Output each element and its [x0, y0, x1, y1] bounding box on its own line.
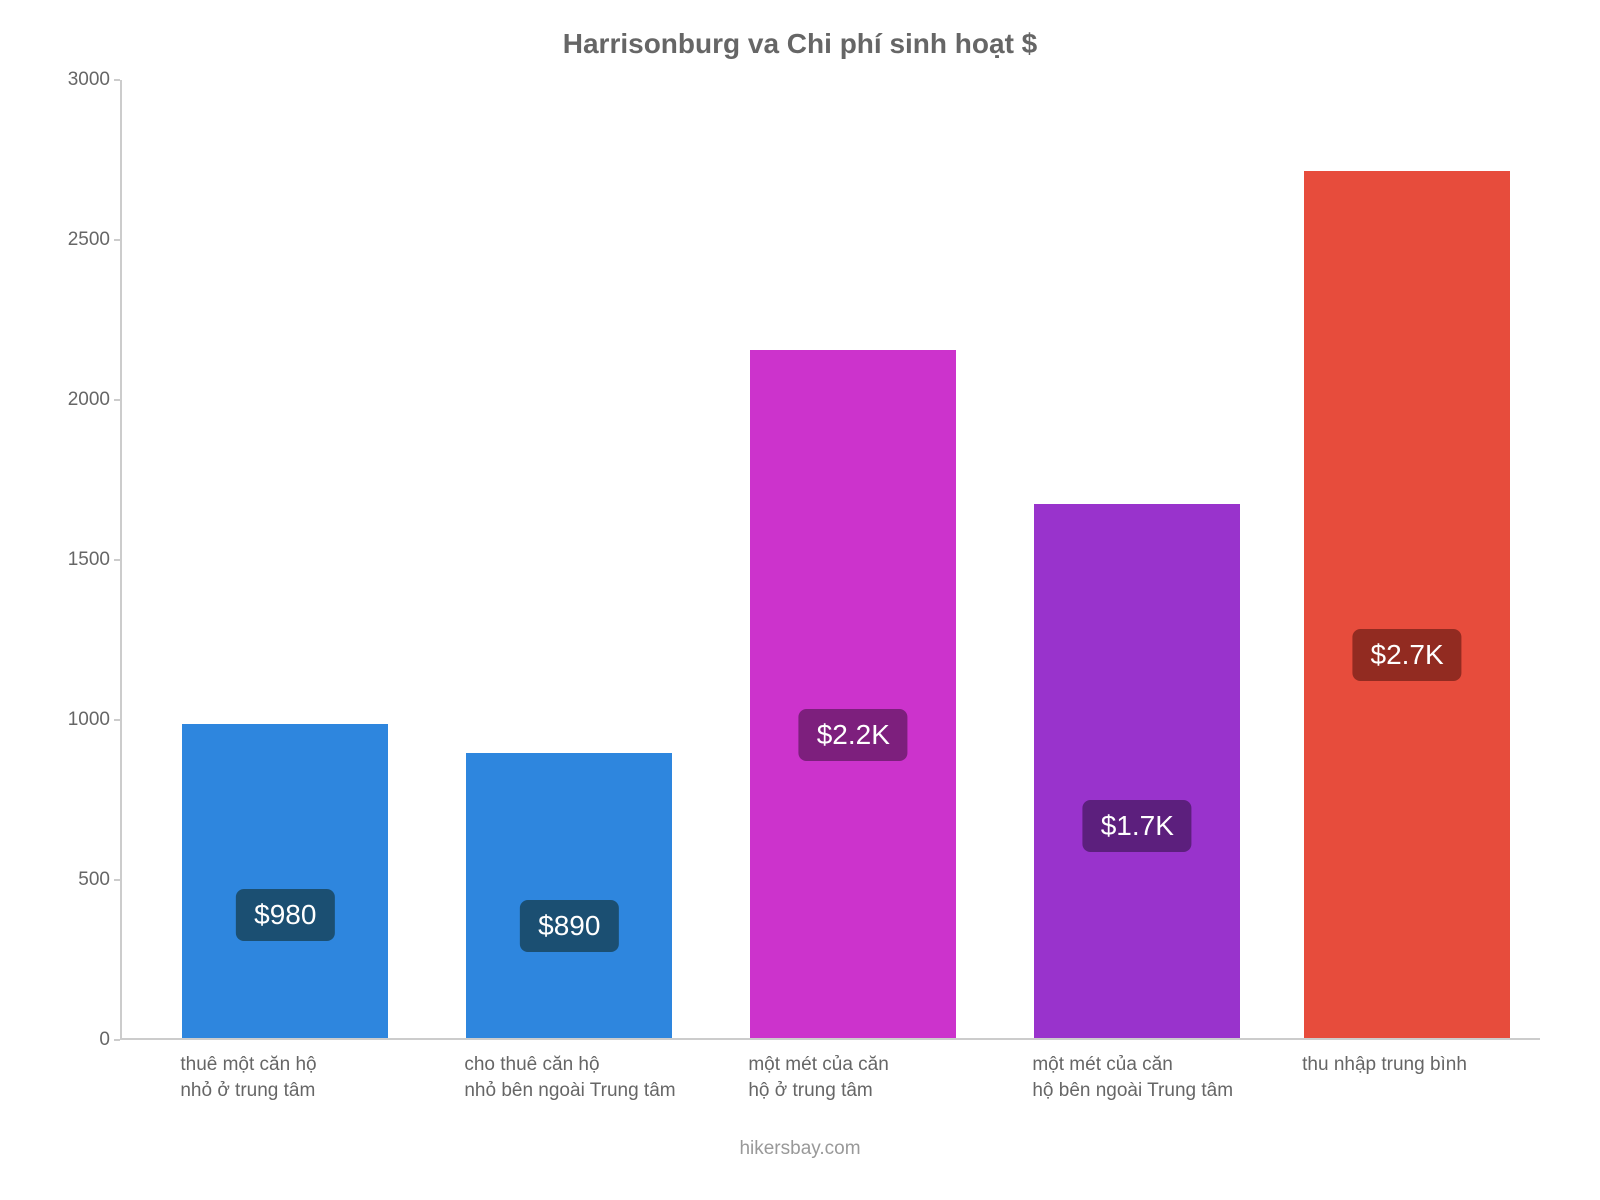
bar [1304, 171, 1510, 1038]
x-category-label: một mét của căn hộ ở trung tâm [748, 1052, 1034, 1103]
chart-title: Harrisonburg va Chi phí sinh hoạt $ [0, 28, 1600, 60]
y-tick-mark [114, 399, 120, 401]
x-category-label: thuê một căn hộ nhỏ ở trung tâm [180, 1052, 466, 1103]
plot-area: $980 $890 $2.2K $1.7K $2.7K [120, 80, 1540, 1040]
y-tick-label: 1500 [20, 549, 110, 571]
y-tick-label: 3000 [20, 69, 110, 91]
cost-of-living-chart: Harrisonburg va Chi phí sinh hoạt $ $980… [0, 0, 1600, 1200]
y-tick-label: 0 [20, 1029, 110, 1051]
value-badge: $2.7K [1353, 629, 1462, 681]
value-badge: $890 [520, 900, 618, 952]
y-tick-mark [114, 79, 120, 81]
y-tick-label: 1000 [20, 709, 110, 731]
x-category-label: một mét của căn hộ bên ngoài Trung tâm [1032, 1052, 1318, 1103]
y-tick-mark [114, 719, 120, 721]
y-tick-mark [114, 239, 120, 241]
attribution-text: hikersbay.com [0, 1138, 1600, 1160]
value-badge: $1.7K [1083, 800, 1192, 852]
value-badge: $2.2K [799, 709, 908, 761]
bar [1034, 504, 1240, 1038]
value-badge: $980 [236, 889, 334, 941]
bar [466, 753, 672, 1038]
bar [182, 724, 388, 1038]
y-tick-mark [114, 1039, 120, 1041]
y-tick-mark [114, 559, 120, 561]
x-category-label: thu nhập trung bình [1302, 1052, 1588, 1078]
y-tick-label: 500 [20, 869, 110, 891]
y-tick-label: 2000 [20, 389, 110, 411]
y-tick-label: 2500 [20, 229, 110, 251]
x-category-label: cho thuê căn hộ nhỏ bên ngoài Trung tâm [464, 1052, 750, 1103]
bar [750, 350, 956, 1038]
y-tick-mark [114, 879, 120, 881]
